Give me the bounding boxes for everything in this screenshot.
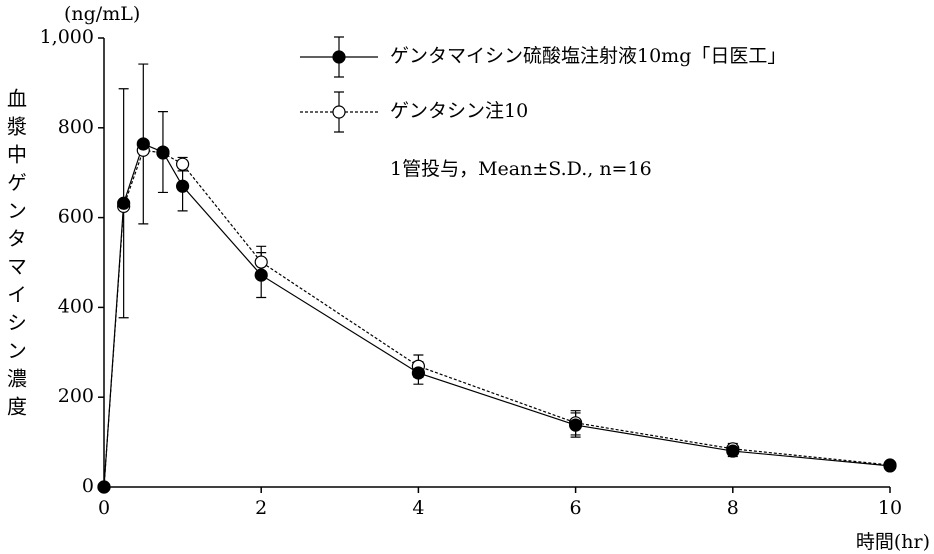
y-tick-label: 0: [82, 475, 94, 497]
y-axis-label: 血漿中ゲンタマイシン濃度: [4, 88, 28, 424]
series-line: [103, 143, 891, 488]
marker: [726, 444, 740, 458]
annotation: 1管投与，Mean±S.D., n=16: [390, 158, 652, 180]
legend-label: ゲンタシン注10: [390, 100, 528, 122]
marker: [117, 196, 131, 210]
x-tick-label: 4: [412, 497, 424, 519]
marker: [176, 157, 190, 171]
marker: [411, 366, 425, 380]
x-axis-label: 時間(hr): [856, 531, 930, 553]
x-tick-label: 10: [878, 497, 902, 519]
y-unit: (ng/mL): [64, 3, 140, 25]
marker: [254, 268, 268, 282]
y-tick-label: 600: [58, 206, 94, 228]
marker: [156, 145, 170, 159]
x-tick-label: 2: [255, 497, 267, 519]
marker: [176, 179, 190, 193]
marker: [136, 137, 150, 151]
marker: [568, 418, 583, 432]
marker: [883, 459, 897, 473]
marker: [254, 255, 268, 269]
x-tick-label: 8: [727, 497, 739, 519]
legend-label: ゲンタマイシン硫酸塩注射液10mg「日医工」: [390, 45, 786, 67]
y-tick-label: 200: [58, 385, 94, 407]
y-tick-label: 1,000: [40, 26, 94, 48]
y-tick-label: 800: [58, 116, 94, 138]
marker: [97, 480, 111, 494]
legend-marker: [332, 50, 346, 64]
legend-marker: [332, 105, 346, 119]
series-line: [103, 149, 891, 488]
x-tick-label: 0: [98, 497, 110, 519]
y-tick-label: 400: [58, 295, 94, 317]
x-tick-label: 6: [570, 497, 582, 519]
